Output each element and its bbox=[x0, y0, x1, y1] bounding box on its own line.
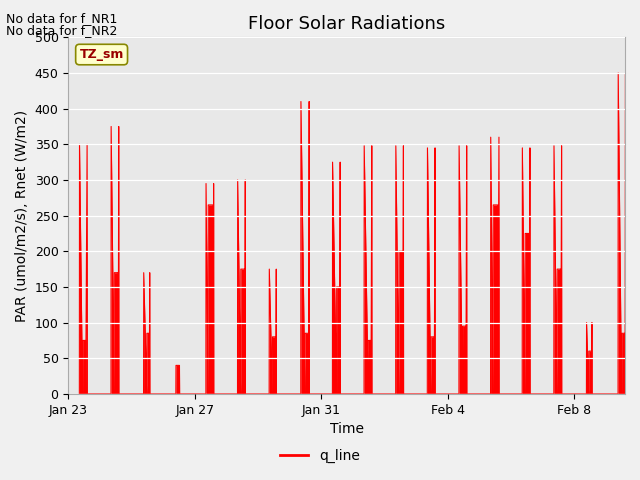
Y-axis label: PAR (umol/m2/s), Rnet (W/m2): PAR (umol/m2/s), Rnet (W/m2) bbox=[15, 109, 29, 322]
X-axis label: Time: Time bbox=[330, 422, 364, 436]
Title: Floor Solar Radiations: Floor Solar Radiations bbox=[248, 15, 445, 33]
Text: No data for f_NR1: No data for f_NR1 bbox=[6, 12, 118, 25]
Legend: q_line: q_line bbox=[275, 443, 365, 468]
Text: No data for f_NR2: No data for f_NR2 bbox=[6, 24, 118, 37]
Text: TZ_sm: TZ_sm bbox=[79, 48, 124, 61]
